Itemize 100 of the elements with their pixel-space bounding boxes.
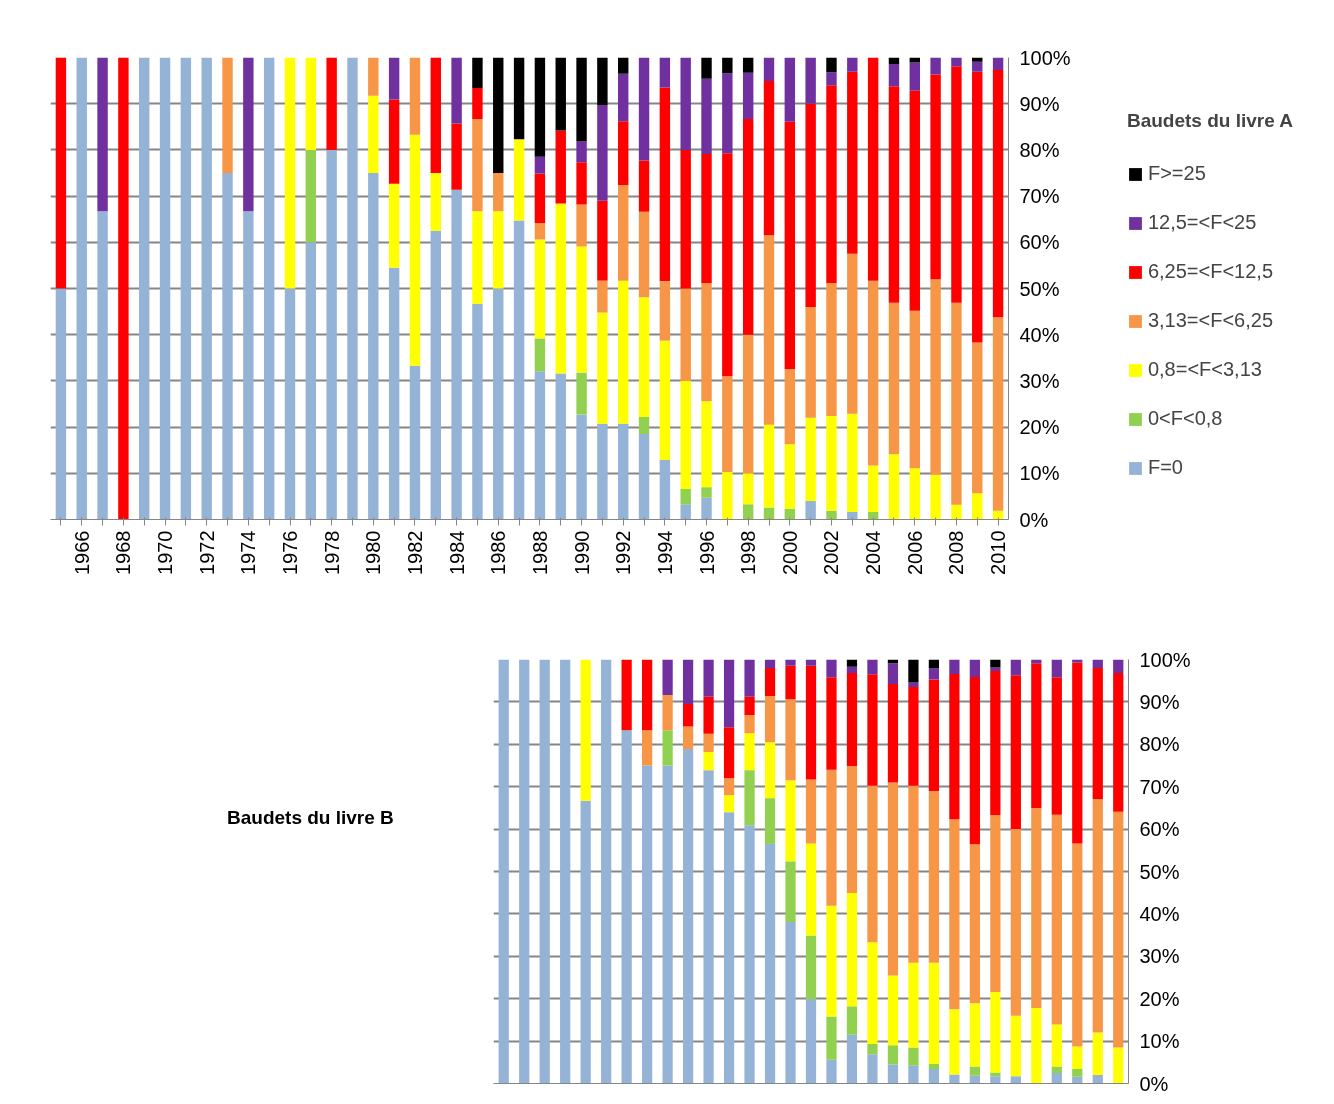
bar <box>430 230 441 520</box>
bar <box>972 57 983 62</box>
x-tick-label: 1980 <box>362 530 385 575</box>
bar <box>847 57 858 72</box>
bar <box>1072 1069 1083 1077</box>
bar <box>805 843 817 936</box>
bar <box>118 57 129 520</box>
bar <box>576 372 587 415</box>
bar <box>601 659 612 1084</box>
bar <box>638 160 650 212</box>
y-tick-label: 10% <box>1019 462 1060 485</box>
bar <box>703 770 714 1084</box>
bar <box>887 975 899 1046</box>
bar <box>1031 663 1042 808</box>
legend-label: F=0 <box>1147 456 1183 479</box>
bar <box>682 726 694 749</box>
bar <box>597 312 608 424</box>
y-tick-label: 30% <box>1019 369 1060 392</box>
bar <box>305 242 317 520</box>
bar <box>55 57 67 289</box>
bar <box>597 57 608 106</box>
x-tick-label: 1996 <box>695 530 718 575</box>
bar <box>618 73 629 122</box>
bar <box>576 57 587 142</box>
bar <box>1010 829 1021 1016</box>
legend-label: 3,13=<F<6,25 <box>1147 309 1274 332</box>
bar <box>930 279 941 475</box>
bar <box>618 280 629 424</box>
bar <box>847 413 858 513</box>
x-tick-label: 2004 <box>862 530 885 575</box>
bar <box>97 57 108 212</box>
x-tick-label: 1990 <box>570 530 593 575</box>
bar <box>887 1045 899 1065</box>
bar <box>928 962 940 1064</box>
bar <box>1051 1066 1062 1073</box>
bar <box>722 73 733 154</box>
bar <box>703 751 714 771</box>
bar <box>326 149 337 520</box>
bar <box>722 153 733 377</box>
x-tick-label: 2010 <box>987 530 1010 575</box>
bar <box>805 935 817 1000</box>
bar <box>744 825 755 1084</box>
bar <box>784 368 796 445</box>
legend-label: 0<F<0,8 <box>1147 407 1223 430</box>
x-tick-label: 1968 <box>112 530 135 575</box>
bar <box>930 74 941 280</box>
bar <box>472 303 483 520</box>
bar <box>1113 673 1124 812</box>
bar <box>388 267 400 520</box>
bar <box>930 57 941 75</box>
bar <box>785 780 796 862</box>
bar <box>763 507 775 520</box>
bar <box>805 306 816 418</box>
bar <box>534 338 546 372</box>
bar <box>846 673 858 766</box>
bar <box>805 417 816 502</box>
bar <box>867 465 879 513</box>
legend-title: Baudets du livre A <box>1126 110 1294 132</box>
bar <box>930 474 941 520</box>
x-tick-label: 1988 <box>528 530 551 575</box>
bar <box>763 81 775 236</box>
bar <box>493 57 504 173</box>
bar <box>680 489 691 505</box>
y-tick-label: 50% <box>1139 860 1180 883</box>
y-tick-label: 60% <box>1019 231 1060 254</box>
bar <box>597 105 608 201</box>
bar <box>159 57 171 520</box>
bar <box>784 121 796 369</box>
bar <box>990 1076 1001 1084</box>
bar <box>887 782 899 976</box>
bar <box>846 893 858 1007</box>
bar <box>1010 1015 1021 1077</box>
bar <box>493 211 504 289</box>
bar <box>888 86 900 303</box>
bar <box>222 173 233 520</box>
bar <box>680 57 691 150</box>
bar <box>763 235 775 425</box>
x-tick-label: 2006 <box>903 530 926 575</box>
bar <box>867 280 879 466</box>
bar <box>472 87 483 119</box>
bar <box>805 659 817 666</box>
bar <box>430 57 441 173</box>
x-tick-label: 1976 <box>279 530 301 575</box>
bar <box>784 57 796 122</box>
y-tick-label: 40% <box>1139 902 1180 925</box>
y-tick-label: 0% <box>1139 1072 1169 1095</box>
y-tick-label: 80% <box>1139 733 1180 756</box>
bar <box>534 173 546 223</box>
bar <box>519 659 530 1084</box>
bar <box>742 504 754 520</box>
bar <box>972 61 983 72</box>
bar <box>222 57 233 173</box>
bar <box>805 665 817 780</box>
bar <box>534 156 546 174</box>
bar <box>744 733 755 771</box>
y-tick-label: 40% <box>1019 323 1060 346</box>
bar <box>1051 1024 1062 1067</box>
x-tick-label: 1994 <box>653 530 676 575</box>
bar <box>243 211 254 520</box>
bar <box>662 659 673 696</box>
